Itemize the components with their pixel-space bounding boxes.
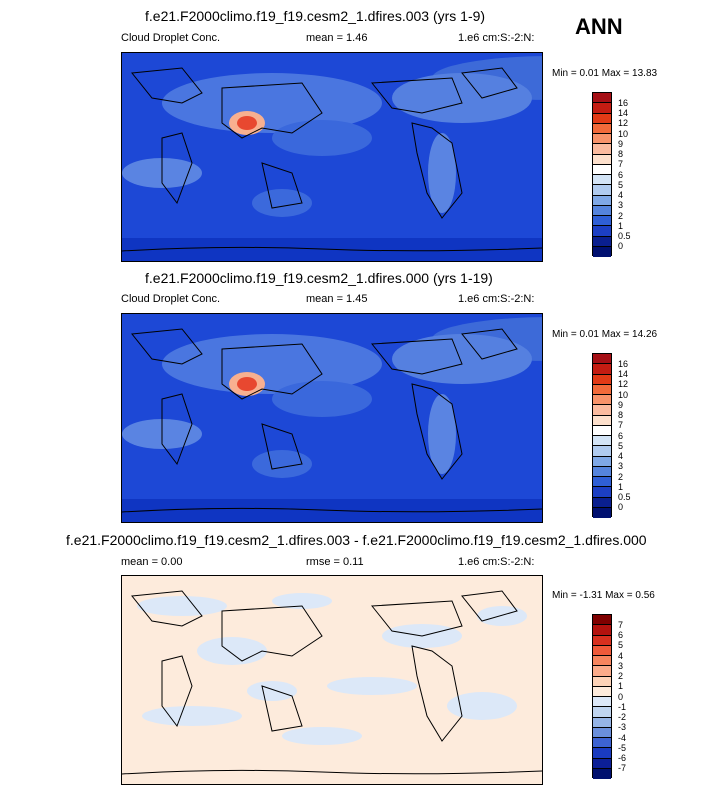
panel3-level-12: -5 <box>618 743 627 753</box>
panel1-level-10: 3 <box>618 200 624 210</box>
panel1-level-4: 9 <box>618 139 624 149</box>
panel2-level-14: 0 <box>618 502 624 512</box>
panel2-level-11: 2 <box>618 472 624 482</box>
panel2-variable-label: Cloud Droplet Conc. <box>121 293 221 305</box>
panel1-level-5: 8 <box>618 149 624 159</box>
panel1-level-14: 0 <box>618 241 624 251</box>
panel1-level-6: 7 <box>618 159 624 169</box>
panel3-level-6: 1 <box>618 681 624 691</box>
panel3-level-10: -3 <box>618 722 627 732</box>
panel2-level-6: 7 <box>618 420 624 430</box>
panel3-map <box>121 575 543 785</box>
panel3-mean-label: mean = 0.00 <box>121 556 183 568</box>
panel3-min-max: Min = -1.31 Max = 0.56 <box>552 590 655 601</box>
panel2-level-10: 3 <box>618 461 624 471</box>
panel2-level-9: 4 <box>618 451 624 461</box>
panel1-units-label: 1.e6 cm:S:-2:N: <box>458 32 535 44</box>
panel2-level-3: 10 <box>618 390 629 400</box>
panel2-level-4: 9 <box>618 400 624 410</box>
panel3-level-13: -6 <box>618 753 627 763</box>
panel2-level-13: 0.5 <box>618 492 631 502</box>
panel1-title: f.e21.F2000climo.f19_f19.cesm2_1.dfires.… <box>145 8 486 24</box>
panel2-level-1: 14 <box>618 369 629 379</box>
season-label: ANN <box>575 14 623 39</box>
panel3-level-9: -2 <box>618 712 627 722</box>
panel3-level-11: -4 <box>618 733 627 743</box>
panel3-map-svg <box>122 576 542 784</box>
panel1-level-2: 12 <box>618 118 629 128</box>
panel2-title: f.e21.F2000climo.f19_f19.cesm2_1.dfires.… <box>145 270 493 286</box>
panel3-level-8: -1 <box>618 702 627 712</box>
panel1-level-0: 16 <box>618 98 629 108</box>
panel1-mean-label: mean = 1.46 <box>306 32 368 44</box>
panel2-mean-label: mean = 1.45 <box>306 293 368 305</box>
panel1-min-max: Min = 0.01 Max = 13.83 <box>552 68 658 79</box>
panel3-level-4: 3 <box>618 661 624 671</box>
panel2-map <box>121 313 543 523</box>
panel2-level-2: 12 <box>618 379 629 389</box>
panel3-level-7: 0 <box>618 692 624 702</box>
panel2-level-7: 6 <box>618 431 624 441</box>
panel3-colorbar <box>592 614 612 779</box>
panel1-map <box>121 52 543 262</box>
panel1-level-3: 10 <box>618 129 629 139</box>
panel1-map-svg <box>122 53 542 261</box>
panel1-level-8: 5 <box>618 180 624 190</box>
panel3-title: f.e21.F2000climo.f19_f19.cesm2_1.dfires.… <box>66 532 647 548</box>
panel1-level-1: 14 <box>618 108 629 118</box>
panel2-level-8: 5 <box>618 441 624 451</box>
panel1-level-7: 6 <box>618 170 624 180</box>
panel2-level-5: 8 <box>618 410 624 420</box>
panel3-level-5: 2 <box>618 671 624 681</box>
panel3-level-1: 6 <box>618 630 624 640</box>
panel1-level-11: 2 <box>618 211 624 221</box>
panel2-level-12: 1 <box>618 482 624 492</box>
panel3-units-label: 1.e6 cm:S:-2:N: <box>458 556 535 568</box>
panel2-min-max: Min = 0.01 Max = 14.26 <box>552 329 658 340</box>
panel3-level-14: -7 <box>618 763 627 773</box>
panel1-level-13: 0.5 <box>618 231 631 241</box>
panel1-level-12: 1 <box>618 221 624 231</box>
panel3-level-2: 5 <box>618 640 624 650</box>
panel2-level-0: 16 <box>618 359 629 369</box>
panel3-rmse-label: rmse = 0.11 <box>306 556 364 568</box>
panel1-level-9: 4 <box>618 190 624 200</box>
panel3-level-3: 4 <box>618 651 624 661</box>
panel1-variable-label: Cloud Droplet Conc. <box>121 32 221 44</box>
panel2-units-label: 1.e6 cm:S:-2:N: <box>458 293 535 305</box>
panel3-level-0: 7 <box>618 620 624 630</box>
panel2-map-svg <box>122 314 542 522</box>
panel2-colorbar <box>592 353 612 518</box>
panel1-colorbar <box>592 92 612 257</box>
